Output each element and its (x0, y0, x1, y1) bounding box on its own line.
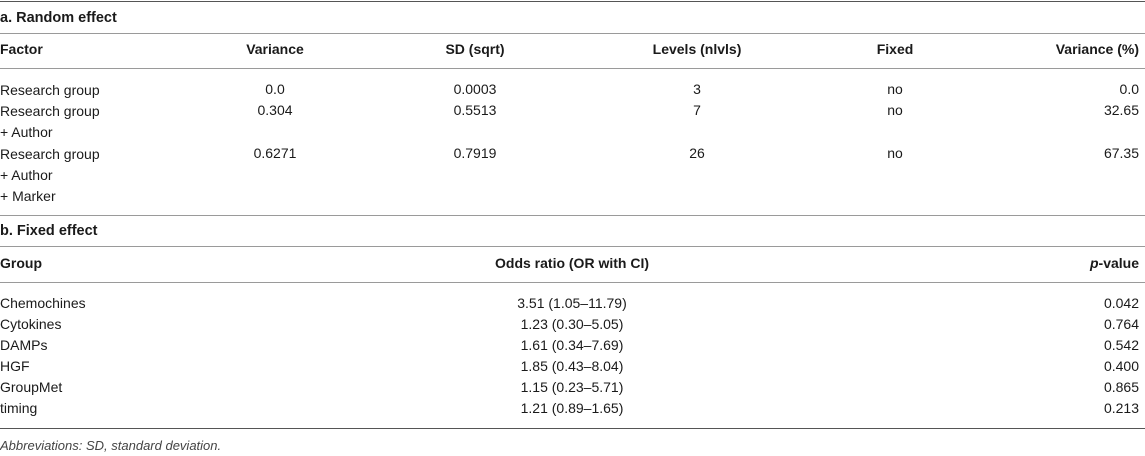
levels-cell: 3 (693, 81, 701, 97)
pvalue-cell: 0.542 (1103, 337, 1139, 353)
pvalue-cell: 0.042 (1103, 295, 1139, 311)
odds-ratio-cell: 1.21 (0.89–1.65) (520, 400, 624, 416)
pvalue-cell: 0.865 (1103, 379, 1139, 395)
header-variance: Variance (246, 41, 304, 57)
footnote: Abbreviations: SD, standard deviation. (0, 438, 222, 453)
odds-ratio-cell: 3.51 (1.05–11.79) (517, 295, 627, 311)
factor-cell: Research group (0, 82, 100, 98)
variance-pct-cell: 32.65 (1103, 102, 1139, 118)
fixed-cell: no (887, 102, 903, 118)
fixed-cell: no (887, 81, 903, 97)
pvalue-cell: 0.400 (1103, 358, 1139, 374)
header-group: Group (0, 255, 42, 271)
group-cell: HGF (0, 358, 30, 374)
odds-ratio-cell: 1.85 (0.43–8.04) (520, 358, 624, 374)
rule (0, 246, 1145, 247)
table-bottom-rule (0, 428, 1145, 429)
header-factor: Factor (0, 41, 43, 57)
header-fixed: Fixed (876, 41, 914, 57)
random-effect-title: a. Random effect (0, 10, 117, 26)
levels-cell: 7 (693, 102, 701, 118)
header-odds-ratio: Odds ratio (OR with CI) (495, 255, 649, 271)
factor-cell: Research group + Author (0, 103, 100, 140)
odds-ratio-cell: 1.15 (0.23–5.71) (520, 379, 624, 395)
odds-ratio-cell: 1.61 (0.34–7.69) (520, 337, 624, 353)
rule (0, 33, 1145, 34)
sd-cell: 0.5513 (453, 102, 497, 118)
sd-cell: 0.7919 (453, 145, 497, 161)
pvalue-cell: 0.213 (1103, 400, 1139, 416)
header-variance-pct: Variance (%) (1055, 41, 1139, 57)
fixed-effect-title: b. Fixed effect (0, 223, 98, 239)
header-pvalue: p-value (1089, 255, 1139, 271)
group-cell: GroupMet (0, 379, 63, 395)
header-levels: Levels (nlvls) (652, 41, 742, 57)
group-cell: DAMPs (0, 337, 48, 353)
rule (0, 282, 1145, 283)
factor-cell: Research group + Author + Marker (0, 146, 100, 204)
rule (0, 215, 1145, 216)
variance-pct-cell: 0.0 (1119, 81, 1139, 97)
odds-ratio-cell: 1.23 (0.30–5.05) (520, 316, 624, 332)
group-cell: Cytokines (0, 316, 62, 332)
variance-cell: 0.6271 (253, 145, 297, 161)
fixed-cell: no (887, 145, 903, 161)
group-cell: Chemochines (0, 295, 86, 311)
pvalue-cell: 0.764 (1103, 316, 1139, 332)
table-top-rule (0, 1, 1145, 2)
header-sd: SD (sqrt) (445, 41, 505, 57)
rule (0, 68, 1145, 69)
variance-cell: 0.304 (257, 102, 293, 118)
sd-cell: 0.0003 (453, 81, 497, 97)
variance-cell: 0.0 (265, 81, 285, 97)
variance-pct-cell: 67.35 (1103, 145, 1139, 161)
group-cell: timing (0, 400, 38, 416)
levels-cell: 26 (689, 145, 705, 161)
